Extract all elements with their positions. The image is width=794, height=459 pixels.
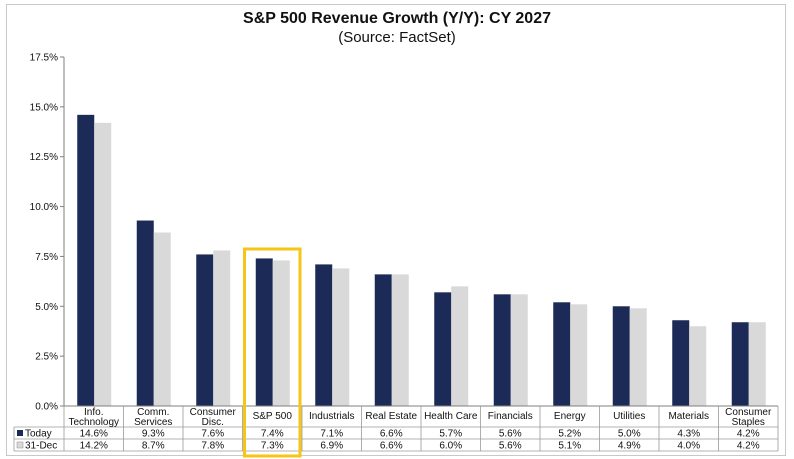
data-label: 14.6% — [80, 429, 108, 440]
category-label: Real Estate — [365, 411, 417, 422]
bar-31-dec — [213, 250, 231, 406]
data-label: 8.7% — [142, 441, 165, 452]
category-label: S&P 500 — [253, 411, 293, 422]
category-label: Consumer — [190, 407, 237, 418]
data-label: 7.6% — [201, 429, 224, 440]
bar-today — [255, 258, 273, 406]
bar-31-dec — [153, 232, 171, 406]
category-label: Technology — [68, 417, 119, 428]
category-label: Staples — [732, 417, 765, 428]
y-tick-label: 7.5% — [35, 252, 58, 263]
data-label: 6.0% — [439, 441, 462, 452]
y-tick-label: 15.0% — [30, 102, 58, 113]
category-label: Industrials — [309, 411, 355, 422]
legend-label: 31-Dec — [25, 441, 57, 452]
bar-today — [77, 114, 95, 406]
y-tick-label: 2.5% — [35, 352, 58, 363]
category-label: Services — [134, 417, 172, 428]
data-label: 5.6% — [499, 441, 522, 452]
data-label: 6.6% — [380, 429, 403, 440]
legend-label: Today — [25, 429, 52, 440]
bar-31-dec — [272, 260, 290, 406]
data-label: 4.2% — [737, 441, 760, 452]
data-label: 6.6% — [380, 441, 403, 452]
chart-subtitle: (Source: FactSet) — [338, 29, 456, 46]
data-label: 7.1% — [320, 429, 343, 440]
bar-31-dec — [510, 294, 528, 406]
data-label: 7.4% — [261, 429, 284, 440]
y-tick-label: 10.0% — [30, 202, 58, 213]
y-tick-label: 5.0% — [35, 302, 58, 313]
data-label: 5.6% — [499, 429, 522, 440]
data-label: 4.2% — [737, 429, 760, 440]
bar-31-dec — [451, 286, 469, 406]
bar-today — [612, 306, 630, 406]
category-label: Health Care — [424, 411, 478, 422]
bar-today — [672, 320, 690, 406]
bar-today — [136, 220, 154, 406]
category-label: Utilities — [613, 411, 645, 422]
bar-today — [493, 294, 511, 406]
legend-key-31-dec — [16, 441, 24, 449]
data-label: 4.3% — [677, 429, 700, 440]
data-label: 4.0% — [677, 441, 700, 452]
data-label: 4.9% — [618, 441, 641, 452]
data-label: 7.8% — [201, 441, 224, 452]
category-label: Consumer — [725, 407, 772, 418]
highlight-box — [243, 247, 302, 458]
bar-31-dec — [689, 326, 707, 406]
bar-31-dec — [570, 304, 588, 406]
chart-title: S&P 500 Revenue Growth (Y/Y): CY 2027 — [243, 10, 551, 27]
data-label: 7.3% — [261, 441, 284, 452]
legend-key-today — [17, 430, 23, 436]
data-label: 5.2% — [558, 429, 581, 440]
bar-today — [731, 322, 749, 406]
bar-31-dec — [332, 268, 350, 406]
bar-31-dec — [629, 308, 647, 406]
bar-31-dec — [748, 322, 766, 406]
y-tick-label: 12.5% — [30, 152, 58, 163]
data-label: 9.3% — [142, 429, 165, 440]
bar-today — [315, 264, 333, 406]
data-label: 14.2% — [80, 441, 108, 452]
category-label: Materials — [668, 411, 709, 422]
category-label: Info. — [84, 407, 103, 418]
bar-today — [434, 292, 452, 406]
data-label: 5.1% — [558, 441, 581, 452]
bar-today — [196, 254, 214, 406]
bar-31-dec — [391, 274, 409, 406]
category-label: Comm. — [137, 407, 169, 418]
data-label: 5.7% — [439, 429, 462, 440]
bar-31-dec — [94, 122, 112, 406]
bar-today — [374, 274, 392, 406]
data-label: 6.9% — [320, 441, 343, 452]
y-tick-label: 0.0% — [35, 402, 58, 413]
bar-today — [553, 302, 571, 406]
y-tick-label: 17.5% — [30, 53, 58, 64]
data-label: 5.0% — [618, 429, 641, 440]
category-label: Disc. — [202, 417, 224, 428]
category-label: Financials — [488, 411, 533, 422]
category-label: Energy — [554, 411, 586, 422]
